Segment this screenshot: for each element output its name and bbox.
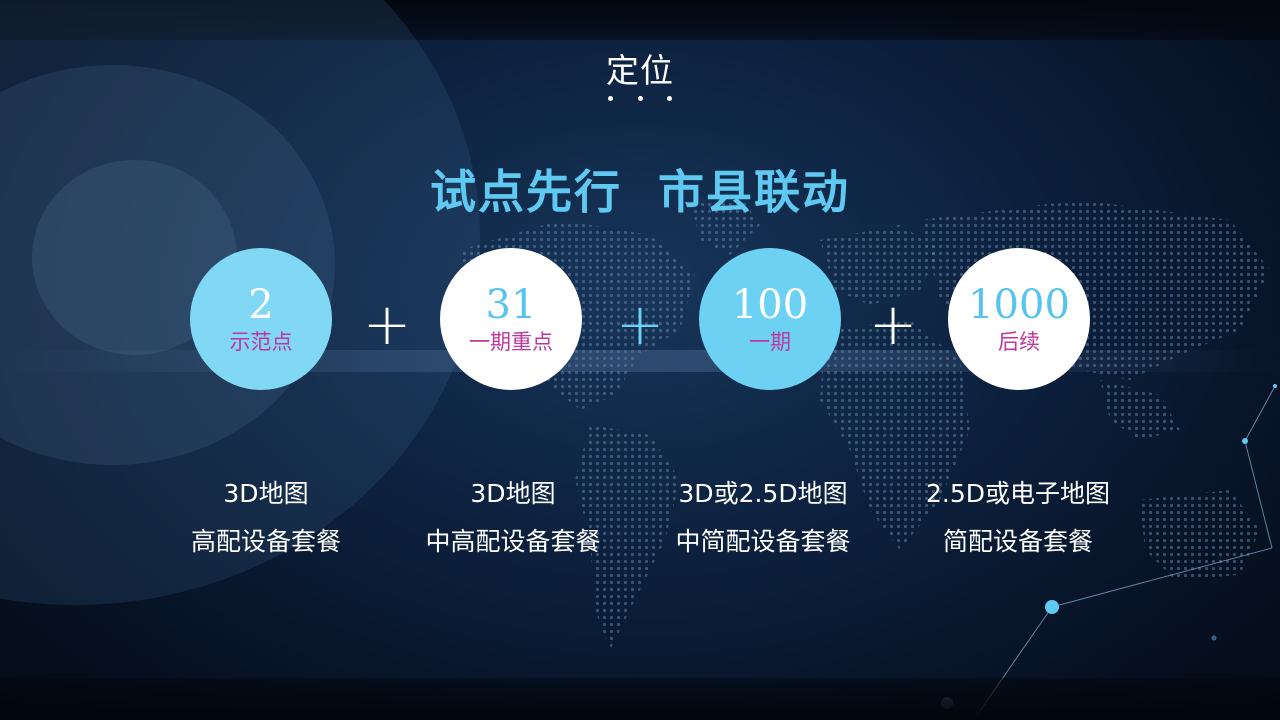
network-node	[1273, 384, 1277, 388]
map-type: 3D地图	[223, 479, 309, 508]
tier-number: 100	[731, 282, 809, 328]
tier-description: 3D地图 高配设备套餐	[136, 470, 396, 566]
dot	[667, 96, 672, 101]
network-node	[1242, 438, 1248, 444]
map-type: 3D或2.5D地图	[678, 479, 848, 508]
map-type: 3D地图	[470, 479, 556, 508]
equipment-package: 高配设备套餐	[190, 527, 341, 556]
equipment-package: 中简配设备套餐	[675, 527, 851, 556]
tier-caption: 后续	[998, 330, 1040, 354]
top-band	[0, 0, 1280, 40]
tier-circle-demo: 2 示范点	[190, 248, 332, 390]
plus-sign: +	[868, 290, 918, 358]
tier-description: 3D地图 中高配设备套餐	[383, 470, 643, 566]
equipment-package: 简配设备套餐	[942, 527, 1093, 556]
tier-description: 3D或2.5D地图 中简配设备套餐	[633, 470, 893, 566]
tier-number: 1000	[968, 282, 1070, 328]
map-type: 2.5D或电子地图	[925, 479, 1110, 508]
tier-caption: 一期重点	[469, 330, 553, 354]
plus-sign: +	[362, 290, 412, 358]
tier-circle-followup: 1000 后续	[948, 248, 1090, 390]
headline: 试点先行 市县联动	[429, 165, 851, 219]
tier-number: 2	[248, 282, 274, 328]
plus-sign: +	[615, 290, 665, 358]
bottom-band	[0, 678, 1280, 720]
equipment-package: 中高配设备套餐	[425, 527, 601, 556]
section-label: 定位	[606, 51, 674, 90]
tier-number: 31	[485, 282, 537, 328]
tier-description: 2.5D或电子地图 简配设备套餐	[888, 470, 1148, 566]
tier-caption: 一期	[749, 330, 791, 354]
tier-circle-phase1-key: 31 一期重点	[440, 248, 582, 390]
ellipsis-dots	[600, 96, 680, 116]
tier-circle-phase1: 100 一期	[699, 248, 841, 390]
tier-caption: 示范点	[229, 330, 293, 354]
network-node	[1045, 600, 1059, 614]
dot	[608, 96, 613, 101]
dot	[637, 96, 643, 101]
network-node	[1211, 635, 1217, 641]
